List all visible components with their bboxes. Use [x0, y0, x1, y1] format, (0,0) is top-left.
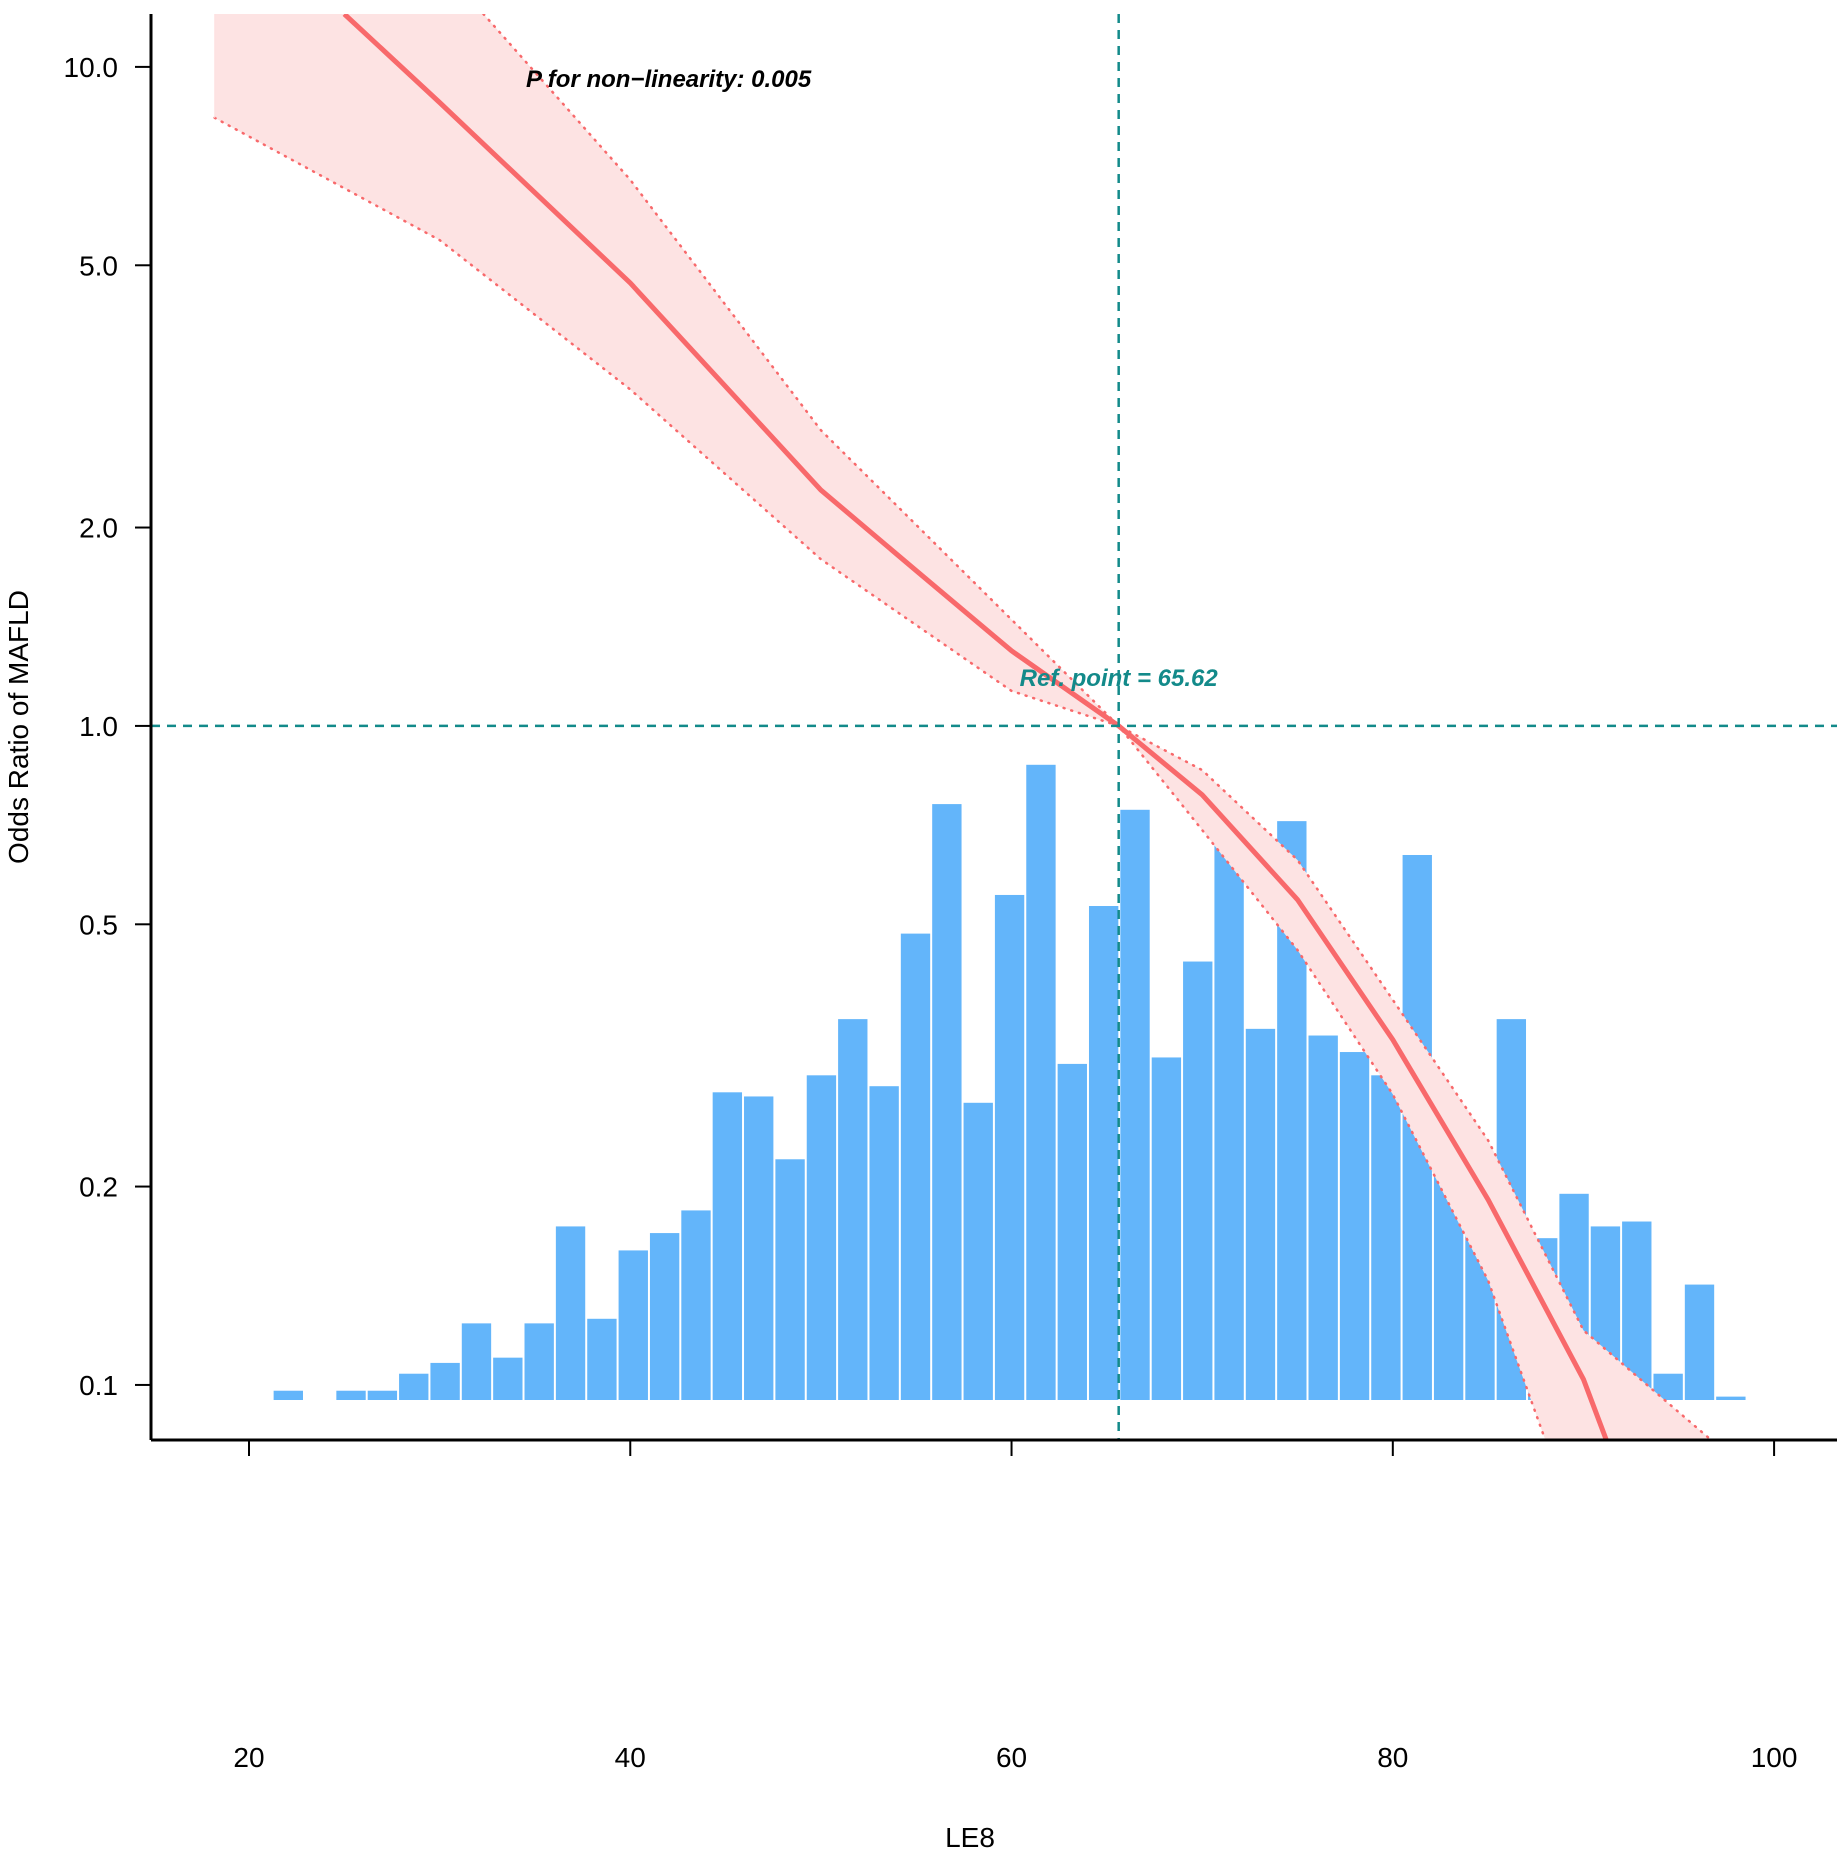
histogram-bar: [1716, 1396, 1746, 1400]
y-tick-label: 5.0: [79, 250, 118, 281]
y-tick-label: 2.0: [79, 513, 118, 544]
histogram-bar: [775, 1159, 805, 1400]
histogram-bar: [963, 1102, 993, 1400]
x-tick-label: 20: [233, 1742, 264, 1773]
histogram-bar: [555, 1226, 586, 1400]
histogram-bar: [900, 933, 931, 1400]
y-axis-label: Odds Ratio of MAFLD: [3, 590, 34, 864]
histogram-bar: [1088, 906, 1119, 1400]
x-tick-label: 80: [1377, 1742, 1408, 1773]
x-tick-label: 40: [615, 1742, 646, 1773]
histogram-bar: [1308, 1035, 1338, 1400]
y-tick-label: 1.0: [79, 711, 118, 742]
confidence-band: [214, 14, 1712, 1440]
histogram-bar: [1371, 1075, 1401, 1400]
histogram-bar: [681, 1210, 711, 1400]
ref-point-annotation: Ref. point = 65.62: [1020, 665, 1219, 692]
ci-upper-line: [482, 14, 1713, 1440]
histogram-bar: [932, 804, 962, 1400]
histogram-bar: [649, 1233, 680, 1400]
histogram-bar: [994, 894, 1025, 1400]
histogram-bar: [838, 1019, 868, 1400]
histogram-bar: [712, 1092, 743, 1400]
histogram-bar: [1214, 809, 1244, 1400]
histogram-bar: [744, 1096, 774, 1400]
histogram-bar: [399, 1373, 429, 1400]
histogram-bar: [336, 1390, 366, 1400]
histogram-bar: [493, 1357, 523, 1400]
histogram-bar: [1026, 764, 1056, 1400]
histogram-bar: [1183, 961, 1213, 1400]
y-tick-label: 10.0: [64, 52, 119, 83]
y-tick-label: 0.2: [79, 1172, 118, 1203]
histogram-bar: [367, 1390, 398, 1400]
x-tick-label: 100: [1751, 1742, 1798, 1773]
histogram-bar: [430, 1362, 460, 1400]
histogram-bar: [806, 1075, 837, 1400]
x-axis-label: LE8: [945, 1822, 995, 1853]
histogram-bar: [1245, 1028, 1276, 1400]
y-tick-label: 0.5: [79, 909, 118, 940]
x-tick-label: 60: [996, 1742, 1027, 1773]
histogram-bar: [1151, 1057, 1182, 1400]
histogram-bar: [869, 1086, 899, 1400]
histogram-bar: [461, 1323, 492, 1400]
histogram-bar: [1120, 809, 1150, 1400]
y-tick-label: 0.1: [79, 1370, 118, 1401]
histogram-bar: [273, 1390, 303, 1400]
p-value-annotation: P for non−linearity: 0.005: [526, 66, 812, 93]
histogram-bar: [1057, 1063, 1087, 1400]
histogram-bar: [1339, 1052, 1370, 1400]
histogram-bar: [524, 1323, 554, 1400]
plot-area: [151, 14, 1837, 1440]
histogram-bar: [618, 1250, 648, 1400]
histogram-bar: [1684, 1284, 1715, 1400]
histogram-bar: [587, 1318, 617, 1400]
